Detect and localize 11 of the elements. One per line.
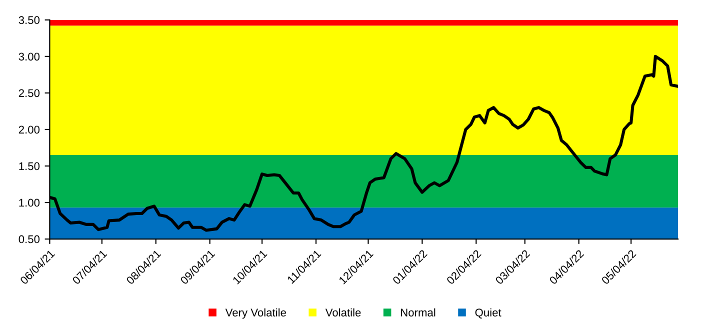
y-tick-label: 2.50 (18, 89, 40, 98)
y-tick-label: 3.00 (18, 52, 40, 61)
y-tick-label: 2.00 (18, 126, 40, 134)
legend-label: Very Volatile (225, 308, 286, 319)
legend-label: Quiet (475, 308, 502, 318)
y-tick-label: 0.50 (18, 235, 40, 244)
legend-label: Volatile (325, 308, 361, 316)
y-tick-label: 1.50 (19, 162, 40, 170)
legend-label: Normal (401, 308, 436, 316)
y-tick-label: 3.50 (18, 16, 40, 24)
y-tick-label: 1.00 (19, 198, 40, 207)
